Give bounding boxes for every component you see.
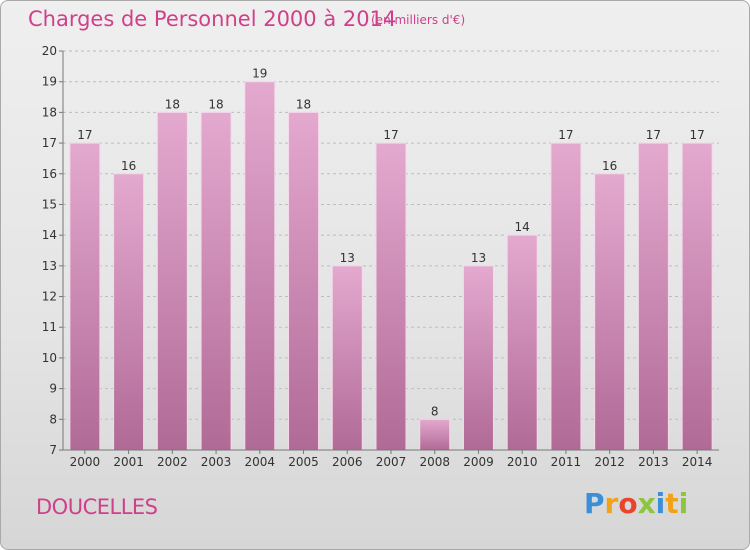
- bar-value-label: 17: [646, 128, 661, 142]
- x-tick-label: 2012: [594, 455, 625, 469]
- bar-value-label: 17: [383, 128, 398, 142]
- bar-value-label: 18: [165, 97, 180, 111]
- y-tick-label: 18: [42, 105, 57, 119]
- bar-value-label: 18: [296, 97, 311, 111]
- logo-letter: r: [604, 487, 619, 520]
- y-tick-label: 13: [42, 259, 57, 273]
- y-tick-label: 11: [42, 320, 57, 334]
- bar-value-label: 8: [431, 404, 439, 418]
- x-tick-label: 2003: [201, 455, 232, 469]
- bar: [681, 142, 713, 451]
- y-tick-label: 14: [42, 228, 57, 242]
- bar-value-label: 16: [602, 159, 617, 173]
- bar: [244, 81, 276, 451]
- bar: [419, 418, 451, 451]
- logo-letter: x: [637, 487, 656, 520]
- logo-letter: i: [678, 487, 689, 520]
- proxiti-logo[interactable]: Proxiti: [584, 487, 688, 520]
- x-tick-label: 2010: [507, 455, 538, 469]
- bar: [113, 173, 145, 451]
- y-tick-label: 17: [42, 136, 57, 150]
- bar-value-label: 17: [77, 128, 92, 142]
- chart-subtitle: (en milliers d'€): [371, 13, 466, 27]
- x-tick-label: 2007: [376, 455, 407, 469]
- logo-letter: t: [665, 487, 679, 520]
- bar: [69, 142, 101, 451]
- chart-title: Charges de Personnel 2000 à 2014: [28, 7, 397, 31]
- y-tick-label: 8: [49, 412, 57, 426]
- bar: [594, 173, 626, 451]
- bars: 17 16 18 18 19 18 13 17 8 13 14 17 16 17 17: [69, 67, 713, 451]
- logo-letter: i: [655, 487, 666, 520]
- x-tick-label: 2005: [288, 455, 319, 469]
- x-tick-label: 2002: [157, 455, 188, 469]
- bar-value-label: 17: [558, 128, 573, 142]
- y-tick-label: 7: [49, 443, 57, 457]
- x-tick-label: 2009: [463, 455, 494, 469]
- bar: [156, 111, 188, 451]
- logo-letter: o: [618, 487, 638, 520]
- bar: [506, 234, 538, 451]
- x-tick-label: 2000: [70, 455, 101, 469]
- y-tick-label: 12: [42, 290, 57, 304]
- x-tick-label: 2001: [113, 455, 144, 469]
- x-tick-label: 2008: [419, 455, 450, 469]
- y-tick-label: 9: [49, 382, 57, 396]
- town-name: DOUCELLES: [36, 495, 158, 519]
- bar: [288, 111, 320, 451]
- bar-value-label: 19: [252, 67, 267, 81]
- bar-value-label: 18: [208, 97, 223, 111]
- bar-value-label: 16: [121, 159, 136, 173]
- logo-letter: P: [584, 487, 605, 520]
- bar: [462, 265, 494, 451]
- x-tick-label: 2011: [551, 455, 582, 469]
- x-tick-label: 2004: [245, 455, 276, 469]
- y-axis: 7 8 9 10 11 12 13 14 15 16 17 18 19 20: [42, 44, 64, 457]
- y-tick-label: 15: [42, 197, 57, 211]
- bar: [637, 142, 669, 451]
- x-tick-label: 2006: [332, 455, 363, 469]
- bar: [550, 142, 582, 451]
- x-axis: 2000 2001 2002 2003 2004 2005 2006 2007 2008 2009…: [63, 449, 719, 469]
- bar: [331, 265, 363, 451]
- y-tick-label: 20: [42, 44, 57, 58]
- bar-value-label: 17: [689, 128, 704, 142]
- bar-value-label: 14: [515, 220, 530, 234]
- x-tick-label: 2014: [682, 455, 713, 469]
- bar: [200, 111, 232, 451]
- y-tick-label: 16: [42, 167, 57, 181]
- y-tick-label: 10: [42, 351, 57, 365]
- bar-value-label: 13: [471, 251, 486, 265]
- bar-value-label: 13: [340, 251, 355, 265]
- y-tick-label: 19: [42, 75, 57, 89]
- x-tick-label: 2013: [638, 455, 669, 469]
- bar: [375, 142, 407, 451]
